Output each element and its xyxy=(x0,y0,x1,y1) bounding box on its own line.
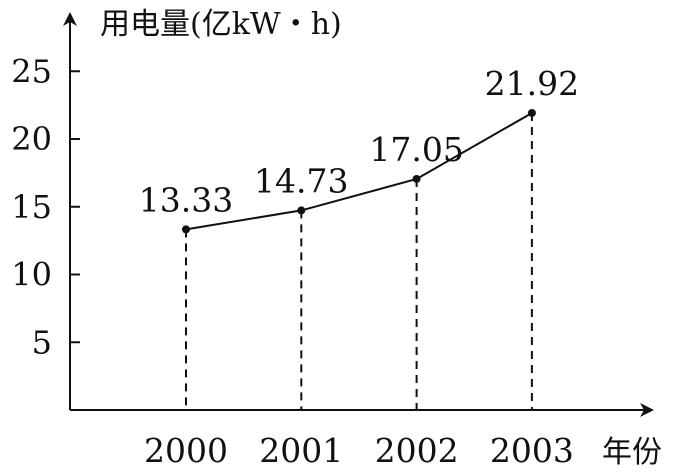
series-line xyxy=(185,112,533,231)
data-label: 17.05 xyxy=(369,130,463,169)
drop-lines xyxy=(185,112,533,410)
series-group xyxy=(185,112,533,231)
x-tick-label: 2002 xyxy=(375,431,459,470)
y-ticks: 5 10 15 20 25 xyxy=(11,52,80,361)
y-tick-label: 10 xyxy=(11,256,52,294)
y-tick-label: 25 xyxy=(11,52,52,90)
y-tick-label: 15 xyxy=(11,188,52,226)
data-point xyxy=(182,225,190,234)
data-label: 13.33 xyxy=(139,180,233,219)
x-tick-label: 2000 xyxy=(144,431,228,470)
data-label: 21.92 xyxy=(485,64,579,103)
y-axis-label: 用电量(亿kW・h) xyxy=(100,7,342,42)
data-point xyxy=(297,206,306,215)
data-labels: 13.33 14.73 17.05 21.92 xyxy=(139,64,579,219)
x-tick-label: 2001 xyxy=(259,431,343,470)
y-tick-label: 20 xyxy=(11,120,52,158)
x-tick-label: 2003 xyxy=(490,431,574,470)
x-ticks: 2000 2001 2002 2003 xyxy=(144,431,574,470)
y-tick-label: 5 xyxy=(32,323,52,361)
data-point xyxy=(527,108,536,117)
data-points xyxy=(182,108,536,234)
data-label: 14.73 xyxy=(254,161,348,200)
data-point xyxy=(412,174,421,183)
x-axis-label: 年份 xyxy=(602,435,662,470)
